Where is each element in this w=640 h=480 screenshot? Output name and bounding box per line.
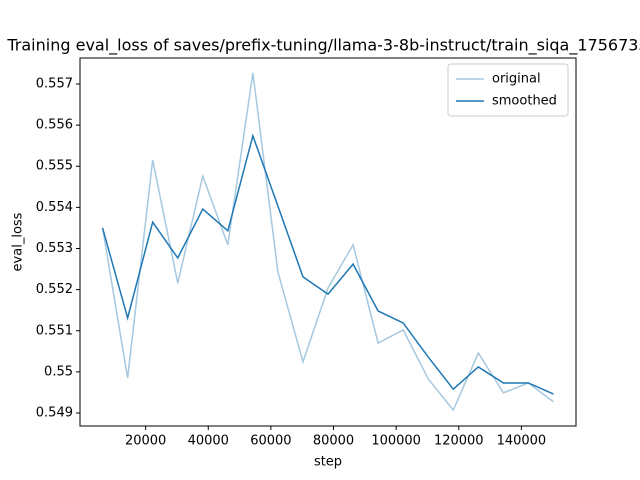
- y-axis-label: eval_loss: [11, 212, 26, 271]
- x-tick-label: 40000: [188, 434, 229, 449]
- y-tick-label: 0.555: [36, 159, 73, 174]
- x-tick-label: 20000: [125, 434, 166, 449]
- x-tick-label: 120000: [434, 434, 484, 449]
- y-tick-label: 0.55: [44, 364, 73, 379]
- legend-box: [447, 63, 569, 117]
- x-axis-label: step: [314, 455, 342, 470]
- x-tick-label: 80000: [313, 434, 354, 449]
- series-line: [101, 72, 554, 412]
- y-tick-label: 0.553: [36, 241, 73, 256]
- x-tick-label: 140000: [497, 434, 547, 449]
- y-tick-label: 0.549: [36, 406, 73, 421]
- series-line: [101, 133, 554, 395]
- x-tick-label: 100000: [371, 434, 421, 449]
- legend-label: original: [492, 72, 541, 87]
- x-tick-label: 60000: [250, 434, 291, 449]
- y-tick-label: 0.556: [36, 118, 73, 133]
- legend-label: smoothed: [492, 94, 557, 109]
- y-tick-label: 0.554: [36, 200, 73, 215]
- plot-frame: [79, 57, 577, 427]
- y-tick-label: 0.557: [36, 76, 73, 91]
- y-tick-label: 0.551: [36, 323, 73, 338]
- chart-title: Training eval_loss of saves/prefix-tunin…: [6, 36, 640, 56]
- y-tick-label: 0.552: [36, 282, 73, 297]
